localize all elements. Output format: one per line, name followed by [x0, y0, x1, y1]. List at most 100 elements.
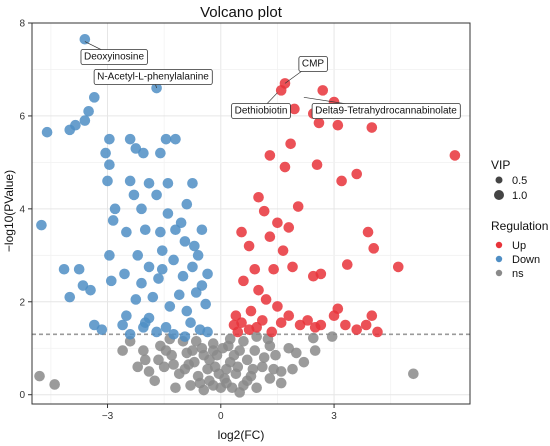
point-down — [136, 277, 147, 289]
point-ns — [234, 387, 245, 398]
annotation-box — [311, 103, 461, 119]
point-down — [73, 263, 85, 275]
annotation-label: CMP — [284, 56, 328, 84]
point-ns — [187, 345, 198, 356]
point-ns — [251, 331, 262, 342]
point-ns — [241, 354, 253, 366]
legend-ns-label: ns — [512, 268, 524, 280]
point-down — [70, 119, 81, 131]
point-up — [341, 259, 353, 270]
point-ns — [298, 356, 310, 368]
point-ns — [207, 345, 219, 356]
point-down — [147, 291, 159, 303]
point-ns — [264, 373, 276, 384]
x-tick-label: 0 — [218, 411, 224, 422]
point-ns — [204, 354, 215, 366]
annotation-text: Deoxyinosine — [84, 52, 144, 63]
point-down — [138, 147, 149, 159]
point-up — [279, 161, 291, 173]
point-down — [79, 115, 91, 126]
point-down — [132, 250, 144, 261]
point-up — [260, 294, 272, 305]
point-down — [83, 105, 94, 117]
point-down — [196, 224, 208, 236]
x-tick-label: 3 — [331, 411, 337, 422]
y-tick-label: 4 — [19, 204, 25, 215]
point-up — [277, 245, 289, 256]
annotation-box — [298, 56, 328, 72]
point-down — [119, 268, 130, 280]
point-down — [104, 250, 115, 261]
point-down — [162, 208, 174, 219]
point-up — [272, 301, 283, 312]
point-down — [102, 175, 113, 187]
point-ns — [224, 333, 236, 345]
point-ns — [117, 345, 128, 356]
point-up — [360, 319, 372, 331]
point-down — [156, 245, 168, 256]
point-up — [253, 191, 264, 203]
point-down — [181, 305, 193, 317]
point-ns — [309, 345, 321, 356]
point-ns — [139, 354, 151, 366]
point-up — [308, 270, 319, 282]
annotation-label: Dethiobiotin — [231, 92, 291, 119]
point-up — [238, 275, 249, 287]
point-ns — [232, 361, 244, 373]
point-down — [179, 331, 191, 342]
legend-down-label: Down — [512, 254, 540, 266]
point-ns — [228, 349, 240, 361]
point-down — [181, 198, 193, 210]
point-down — [179, 236, 191, 247]
annotation-label: Delta9-Tetrahydrocannabinolate — [303, 96, 461, 119]
point-ns — [257, 361, 268, 373]
point-down — [104, 133, 115, 145]
y-tick-label: 8 — [19, 19, 25, 30]
point-ns — [238, 335, 249, 347]
point-ns — [153, 354, 164, 366]
point-down — [105, 275, 117, 287]
point-up — [283, 222, 295, 233]
point-up — [315, 319, 327, 331]
point-down — [189, 240, 200, 252]
point-up — [285, 138, 296, 150]
point-down — [143, 177, 155, 189]
y-tick-label: 6 — [19, 111, 25, 122]
point-ns — [170, 382, 181, 394]
point-down — [170, 224, 181, 236]
point-down — [124, 133, 136, 145]
point-down — [89, 92, 100, 103]
point-up — [292, 201, 304, 212]
point-ns — [287, 363, 298, 375]
point-up — [368, 243, 380, 254]
point-down — [185, 317, 196, 328]
point-up — [275, 317, 287, 328]
point-up — [275, 85, 287, 96]
point-ns — [198, 384, 210, 396]
annotation-box — [231, 103, 291, 119]
point-up — [311, 159, 323, 171]
point-down — [143, 261, 155, 273]
point-up — [317, 85, 329, 96]
point-ns — [326, 331, 338, 342]
point-down — [130, 294, 142, 305]
point-down — [58, 263, 70, 275]
point-up — [272, 217, 283, 229]
point-up — [236, 317, 247, 328]
legend-ns-marker — [495, 269, 503, 277]
point-up — [332, 303, 344, 315]
legend-vip-marker-large — [494, 190, 504, 200]
point-up — [236, 226, 247, 238]
point-ns — [291, 347, 302, 359]
point-up — [283, 310, 295, 322]
point-down — [124, 329, 136, 340]
plot-background — [32, 23, 470, 404]
point-ns — [34, 370, 45, 382]
point-up — [449, 150, 461, 161]
annotation-text: Delta9-Tetrahydrocannabinolate — [315, 106, 457, 117]
point-up — [366, 310, 378, 322]
point-up — [289, 103, 300, 115]
point-down — [124, 175, 136, 187]
point-down — [121, 226, 132, 238]
point-ns — [221, 363, 232, 375]
